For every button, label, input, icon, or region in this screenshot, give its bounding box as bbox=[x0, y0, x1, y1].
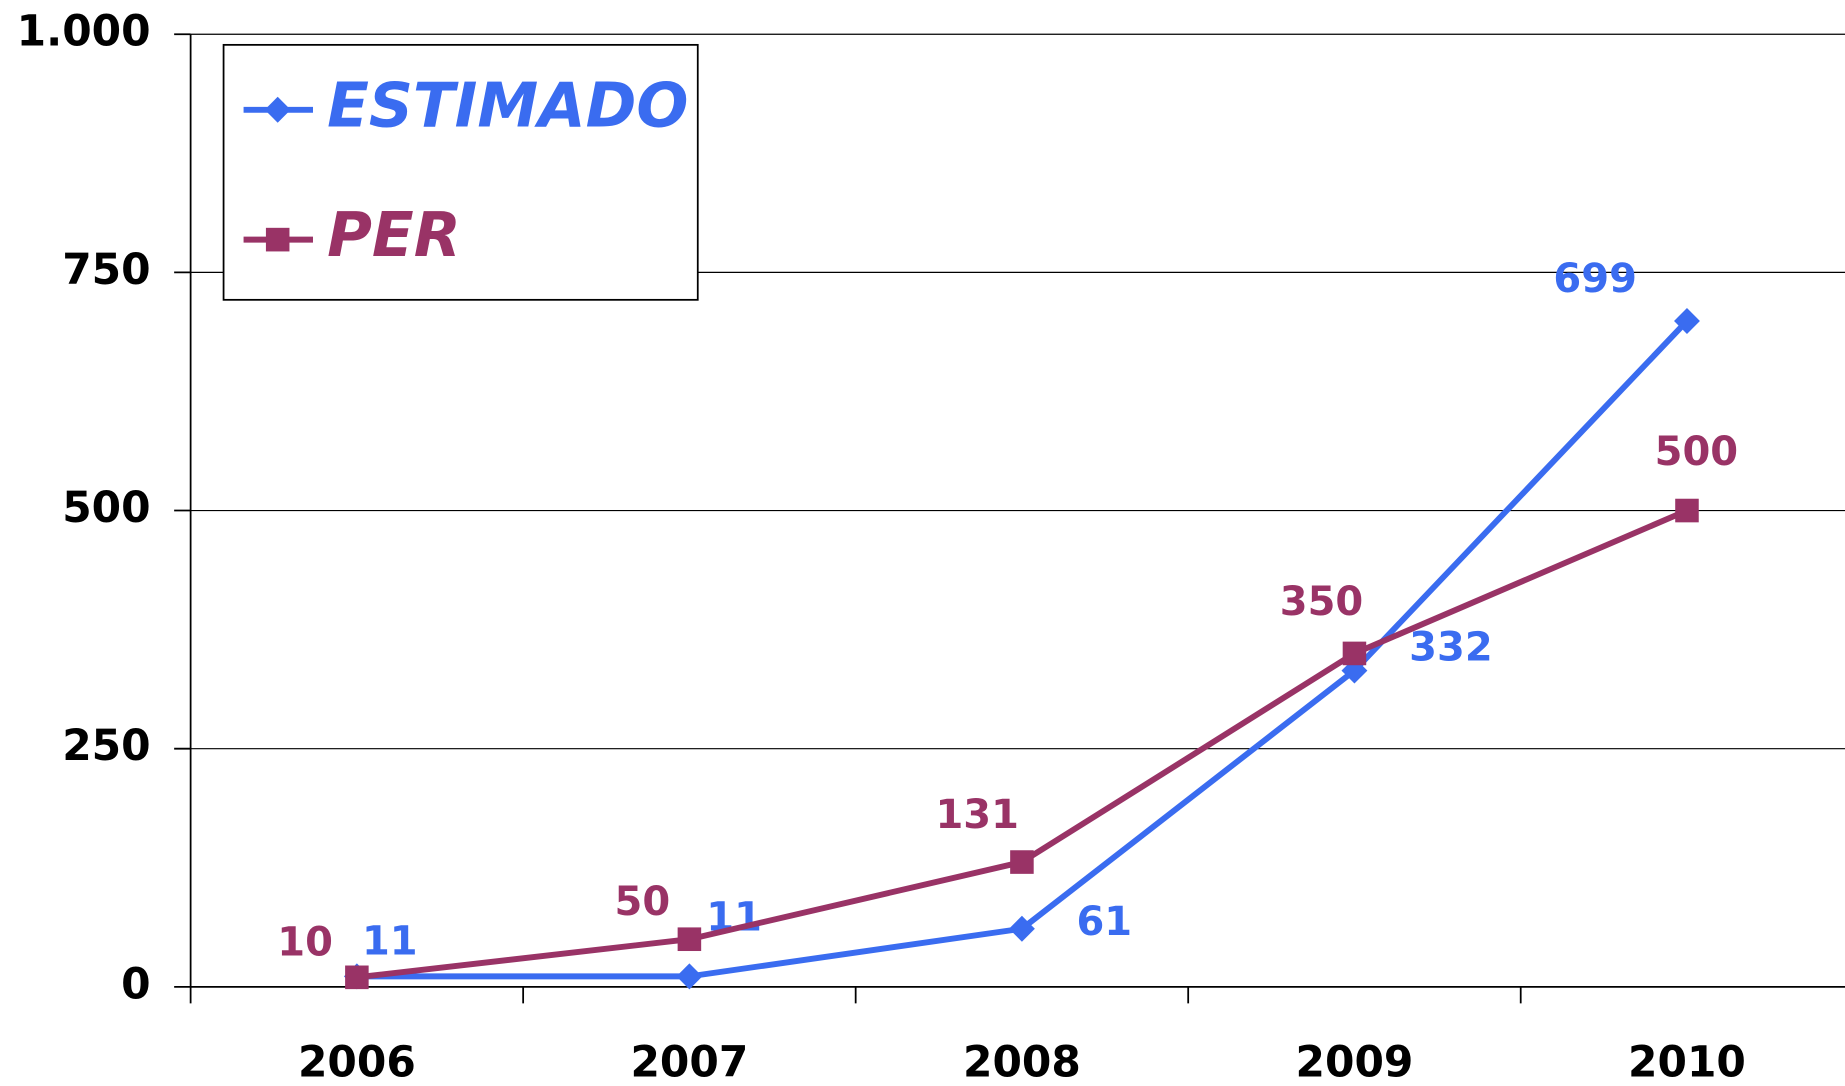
x-tick-label: 2008 bbox=[963, 1038, 1081, 1086]
y-tick-label: 500 bbox=[62, 484, 150, 533]
x-tick-label: 2010 bbox=[1628, 1038, 1746, 1086]
legend-marker bbox=[264, 96, 291, 123]
data-label: 699 bbox=[1553, 256, 1637, 302]
legend-marker bbox=[265, 227, 290, 252]
legend-label: ESTIMADO bbox=[327, 70, 688, 141]
data-point bbox=[345, 965, 369, 990]
data-label: 10 bbox=[277, 919, 333, 965]
legend-box bbox=[222, 43, 699, 301]
data-label: 500 bbox=[1655, 429, 1739, 475]
data-point bbox=[1674, 307, 1700, 334]
y-tick-label: 750 bbox=[62, 246, 150, 295]
y-tick-label: 1.000 bbox=[17, 8, 151, 57]
data-label: 11 bbox=[362, 918, 418, 964]
y-tick-label: 0 bbox=[121, 960, 150, 1009]
y-tick-label: 250 bbox=[62, 722, 150, 771]
series-line bbox=[356, 507, 1689, 981]
data-point bbox=[677, 927, 702, 952]
data-point bbox=[676, 963, 703, 990]
data-label: 131 bbox=[935, 792, 1019, 838]
x-tick-label: 2009 bbox=[1296, 1038, 1414, 1086]
x-tick-label: 2006 bbox=[298, 1038, 416, 1086]
data-label: 332 bbox=[1409, 624, 1493, 670]
legend-label: PER bbox=[327, 200, 461, 271]
data-label: 61 bbox=[1076, 899, 1132, 945]
data-point bbox=[1010, 850, 1034, 874]
data-point bbox=[1675, 498, 1699, 523]
data-label: 50 bbox=[614, 879, 670, 925]
data-point bbox=[1008, 915, 1035, 942]
data-label: 350 bbox=[1280, 579, 1364, 625]
data-point bbox=[1342, 641, 1367, 666]
x-tick-label: 2007 bbox=[630, 1038, 748, 1086]
